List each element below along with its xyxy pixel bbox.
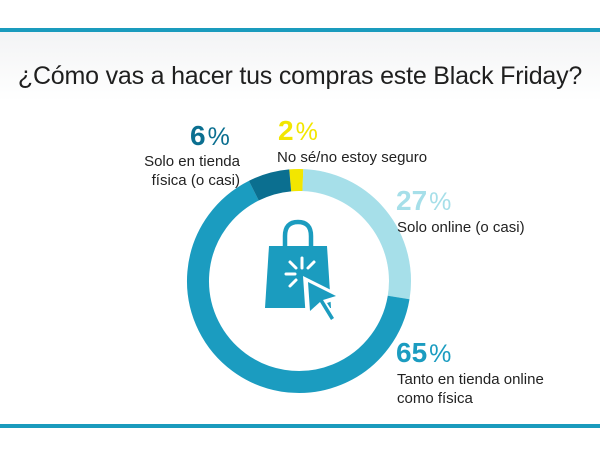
pct-sign-fisica: %: [207, 123, 230, 151]
pct-label-nose: 2%: [278, 116, 318, 147]
pct-sign-online: %: [429, 188, 452, 216]
pct-value-online: 27: [396, 185, 428, 216]
pct-label-fisica: 6%: [190, 121, 230, 152]
slice-label-nose: No sé/no estoy seguro: [277, 149, 428, 166]
shopping-bag-cursor-icon: [265, 219, 345, 327]
donut-slice-ambos: [187, 180, 410, 393]
slice-label-ambos: Tanto en tienda online como física: [397, 371, 544, 407]
pct-label-online: 27%: [396, 186, 451, 217]
chart-title: ¿Cómo vas a hacer tus compras este Black…: [17, 62, 583, 90]
donut-slice-online: [302, 169, 411, 300]
pct-sign-ambos: %: [429, 340, 452, 368]
pct-value-fisica: 6: [190, 120, 206, 151]
top-rule: [0, 28, 600, 32]
title-band: [0, 32, 600, 114]
donut-slice-fisica: [248, 169, 292, 201]
bottom-rule: [0, 424, 600, 428]
pct-label-ambos: 65%: [396, 338, 451, 369]
pct-value-ambos: 65: [396, 337, 428, 368]
pct-value-nose: 2: [278, 115, 294, 146]
slice-label-fisica: Solo en tienda física (o casi): [144, 153, 240, 189]
slice-label-online: Solo online (o casi): [397, 219, 525, 236]
pct-sign-nose: %: [295, 118, 318, 146]
